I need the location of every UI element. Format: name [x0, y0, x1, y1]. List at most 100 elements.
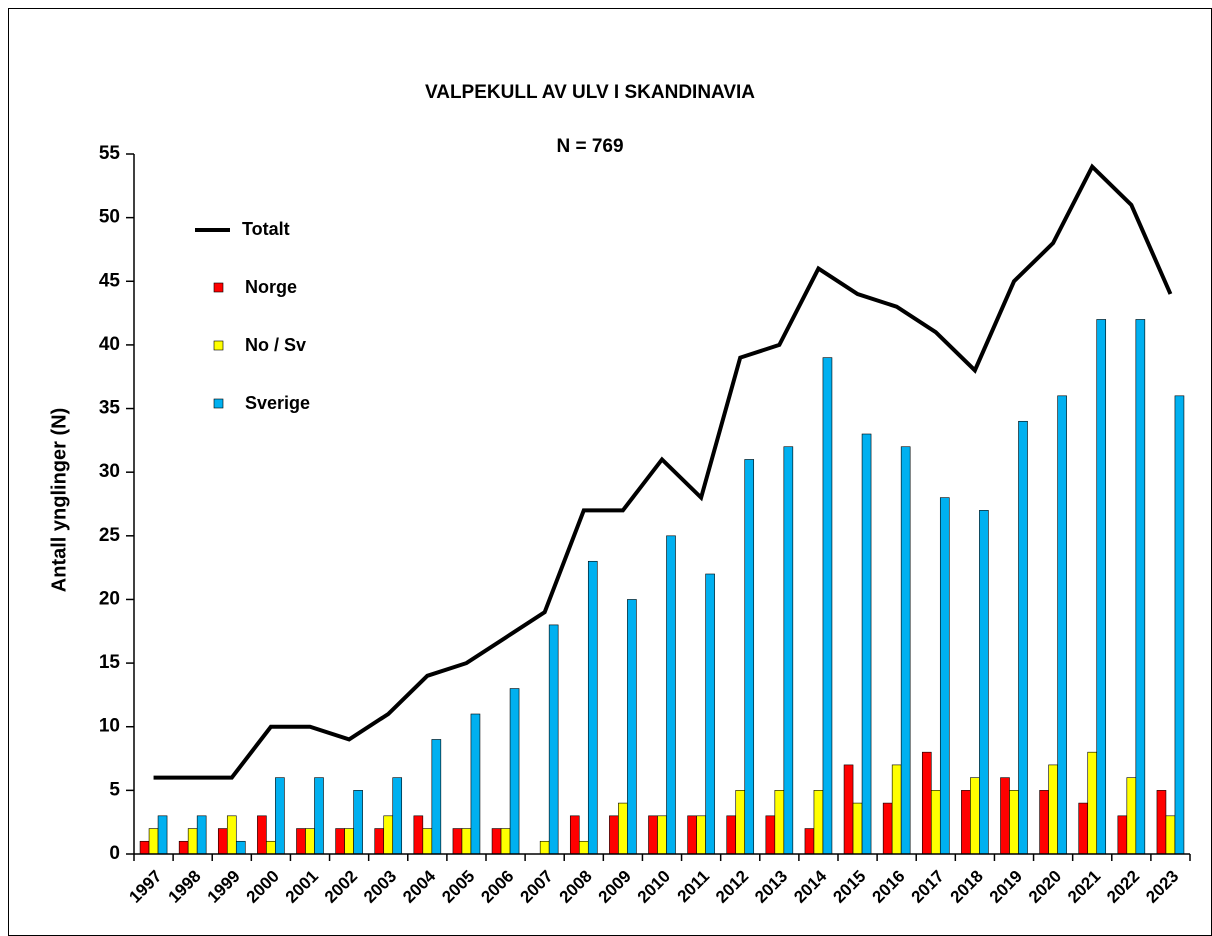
- legend-swatch: [213, 398, 224, 409]
- bar: [970, 777, 980, 855]
- bar: [148, 828, 159, 855]
- bar: [452, 828, 463, 855]
- bar: [852, 802, 863, 855]
- line: [153, 163, 1173, 780]
- y-tick-label: 10: [99, 716, 120, 737]
- bar: [374, 828, 385, 855]
- chart-subtitle: N = 769: [556, 136, 623, 157]
- bar: [1018, 420, 1028, 855]
- y-tick-label: 20: [99, 588, 120, 609]
- bar: [666, 535, 676, 855]
- bar: [843, 764, 854, 855]
- bar: [1156, 790, 1167, 855]
- bar: [939, 497, 950, 855]
- bar: [266, 840, 276, 855]
- bar: [1009, 790, 1019, 855]
- y-tick-label: 45: [99, 270, 121, 291]
- bar: [431, 739, 442, 855]
- bar: [413, 815, 424, 855]
- bar: [235, 840, 246, 855]
- legend-label: Sverige: [245, 393, 310, 413]
- bar: [744, 459, 755, 855]
- bar: [539, 840, 550, 855]
- bar: [587, 560, 598, 855]
- bar: [257, 815, 267, 855]
- bar: [353, 790, 363, 855]
- y-tick-label: 5: [109, 779, 120, 800]
- bar: [657, 815, 667, 855]
- bar: [979, 510, 989, 855]
- y-tick-label: 25: [99, 525, 121, 546]
- y-tick-label: 0: [109, 843, 120, 864]
- bar: [921, 751, 932, 855]
- bar: [509, 688, 520, 855]
- bar: [1048, 764, 1058, 855]
- y-tick-label: 15: [99, 652, 121, 673]
- bar: [344, 828, 354, 855]
- y-tick-label: 40: [99, 334, 120, 355]
- bar: [157, 815, 168, 855]
- bar: [618, 802, 628, 855]
- y-axis-label: Antall ynglinger (N): [48, 408, 70, 592]
- legend-label: No / Sv: [245, 335, 306, 355]
- bar: [314, 777, 324, 855]
- bar: [217, 828, 228, 855]
- chart-frame: [8, 8, 1212, 936]
- bar: [383, 815, 394, 855]
- bar: [1117, 815, 1128, 855]
- bar: [1126, 777, 1137, 855]
- bar: [1000, 777, 1010, 855]
- bar: [705, 573, 715, 855]
- bar: [813, 790, 824, 855]
- bar: [774, 790, 785, 855]
- bar: [687, 815, 697, 855]
- bar: [392, 777, 403, 855]
- bar: [578, 840, 589, 855]
- bar: [500, 828, 511, 855]
- bar: [900, 446, 911, 855]
- bar: [335, 828, 345, 855]
- bar: [882, 802, 893, 855]
- bar: [783, 446, 794, 855]
- legend-label: Totalt: [242, 219, 290, 239]
- bar: [822, 357, 833, 855]
- bar: [1165, 815, 1176, 855]
- bar: [491, 828, 502, 855]
- bar: [296, 828, 306, 855]
- bar: [804, 828, 815, 855]
- bar: [1096, 319, 1107, 855]
- bar: [305, 828, 315, 855]
- bar: [470, 713, 481, 855]
- bar: [861, 433, 872, 855]
- y-tick-label: 50: [99, 207, 120, 228]
- bar: [930, 790, 941, 855]
- bar: [726, 815, 737, 855]
- bar: [1057, 395, 1067, 855]
- bar: [1135, 319, 1146, 855]
- bar: [696, 815, 706, 855]
- chart-title: VALPEKULL AV ULV I SKANDINAVIA: [425, 82, 755, 103]
- bar: [548, 624, 559, 855]
- bar: [609, 815, 619, 855]
- bar: [961, 790, 971, 855]
- bar: [648, 815, 658, 855]
- legend-swatch: [213, 340, 224, 351]
- bar: [422, 828, 433, 855]
- bar: [891, 764, 902, 855]
- bar: [735, 790, 746, 855]
- legend-label: Norge: [245, 277, 297, 297]
- bar: [569, 815, 580, 855]
- y-tick-label: 35: [99, 398, 121, 419]
- bar: [139, 840, 150, 855]
- bar: [765, 815, 776, 855]
- bar: [1078, 802, 1089, 855]
- legend-swatch: [213, 282, 224, 293]
- bar: [1039, 790, 1049, 855]
- bar: [226, 815, 237, 855]
- bar: [196, 815, 207, 855]
- y-tick-label: 55: [99, 143, 121, 164]
- bar: [178, 840, 189, 855]
- bar: [275, 777, 285, 855]
